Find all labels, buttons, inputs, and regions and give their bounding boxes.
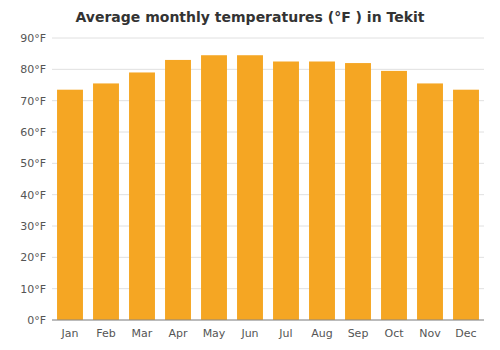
title: Average monthly temperatures (°F ) in Te…	[76, 9, 425, 25]
y-tick-label: 90°F	[20, 32, 46, 45]
bar	[201, 55, 227, 320]
grid-line	[52, 320, 484, 321]
bar	[129, 72, 155, 320]
chart: Average monthly temperatures (°F ) in Te…	[0, 0, 500, 350]
y-tick-label: 50°F	[20, 157, 46, 170]
y-tick-label: 80°F	[20, 63, 46, 76]
y-axis: 0°F 10°F 20°F 30°F 40°F 50°F 60°F 70°F 80°F 90°F	[20, 32, 484, 327]
y-tick-label: 10°F	[20, 283, 46, 296]
y-tick-label: 30°F	[20, 220, 46, 233]
x-tick-label: Mar	[132, 327, 153, 340]
y-tick-label: 70°F	[20, 95, 46, 108]
bar	[237, 55, 263, 320]
y-tick-label: 40°F	[20, 189, 46, 202]
x-axis: Jan Feb Mar Apr May Jun Jul Aug Sep Oct Nov Dec	[52, 320, 484, 340]
bar	[93, 83, 119, 320]
bar	[273, 62, 299, 321]
bar	[345, 63, 371, 320]
x-tick-label: Aug	[311, 327, 332, 340]
grid-line	[52, 69, 484, 70]
x-tick-label: Dec	[455, 327, 476, 340]
x-tick-label: Oct	[384, 327, 404, 340]
bar	[309, 62, 335, 321]
y-tick-label: 20°F	[20, 251, 46, 264]
x-tick-label: Jul	[278, 327, 292, 340]
bar	[381, 71, 407, 320]
x-tick-label: Feb	[96, 327, 115, 340]
bar	[57, 90, 83, 320]
x-axis-line	[52, 320, 484, 321]
bar	[165, 60, 191, 320]
grid-line	[52, 38, 484, 39]
x-tick-label: Jan	[61, 327, 79, 340]
y-tick-label: 60°F	[20, 126, 46, 139]
y-tick-label: 0°F	[27, 314, 46, 327]
x-tick-label: Nov	[419, 327, 441, 340]
chart-container: Average monthly temperatures (°F ) in Te…	[0, 0, 500, 350]
x-tick-label: Apr	[168, 327, 188, 340]
bar	[417, 83, 443, 320]
bars	[57, 55, 479, 320]
x-tick-label: Sep	[348, 327, 369, 340]
x-tick-label: Jun	[240, 327, 258, 340]
bar	[453, 90, 479, 320]
x-tick-label: May	[203, 327, 226, 340]
